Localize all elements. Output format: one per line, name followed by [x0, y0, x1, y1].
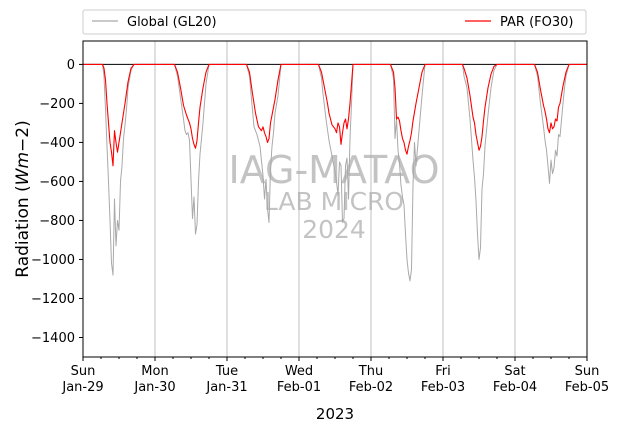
- series-line-par: [83, 63, 587, 167]
- x-tick-label-date: Jan-30: [133, 380, 175, 395]
- x-tick-label-date: Feb-04: [493, 380, 537, 395]
- y-tick-label: −1000: [31, 253, 75, 268]
- x-tick-label-day: Wed: [285, 364, 313, 379]
- watermark-line-3: 2024: [302, 215, 366, 244]
- x-tick-label-day: Tue: [215, 364, 238, 379]
- watermark-line-1: IAG-MATAO: [228, 148, 439, 192]
- watermark-line-2: LAB MICRO: [264, 187, 404, 216]
- plot-area: [83, 41, 587, 357]
- legend-global-label: Global (GL20): [127, 15, 217, 30]
- x-tick-label-date: Feb-03: [421, 380, 465, 395]
- x-tick-label-date: Feb-01: [277, 380, 321, 395]
- x-tick-label-date: Jan-29: [61, 380, 103, 395]
- y-tick-label: −400: [39, 136, 75, 151]
- x-tick-label-day: Sat: [504, 364, 525, 379]
- y-ticks: 0 −200 −400 −600 −800 −1000 −1200 −1400: [31, 58, 83, 346]
- y-tick-label: −1200: [31, 292, 75, 307]
- x-tick-label-day: Mon: [141, 364, 168, 379]
- series-line-global: [83, 63, 587, 282]
- vertical-grid: [154, 41, 516, 357]
- x-tick-label-day: Fri: [435, 364, 451, 379]
- y-tick-label: −600: [39, 175, 75, 190]
- x-tick-label-date: Feb-05: [565, 380, 609, 395]
- y-tick-label: 0: [67, 58, 75, 73]
- x-tick-label-day: Sun: [71, 364, 96, 379]
- y-axis-label: Radiation (Wm−2): [13, 120, 33, 277]
- legend: Global (GL20) PAR (FO30): [82, 9, 587, 35]
- x-axis-label: 2023: [316, 405, 354, 423]
- legend-par-label: PAR (FO30): [500, 15, 573, 30]
- y-tick-label: −800: [39, 214, 75, 229]
- x-tick-label-day: Sun: [575, 364, 600, 379]
- x-ticks: SunJan-29MonJan-30TueJan-31WedFeb-01ThuF…: [61, 357, 609, 395]
- series-lines: [83, 63, 587, 282]
- x-tick-label-day: Thu: [358, 364, 383, 379]
- y-tick-label: −200: [39, 97, 75, 112]
- y-tick-label: −1400: [31, 331, 75, 346]
- legend-frame: [82, 9, 587, 35]
- x-tick-label-date: Jan-31: [205, 380, 247, 395]
- x-tick-label-date: Feb-02: [349, 380, 393, 395]
